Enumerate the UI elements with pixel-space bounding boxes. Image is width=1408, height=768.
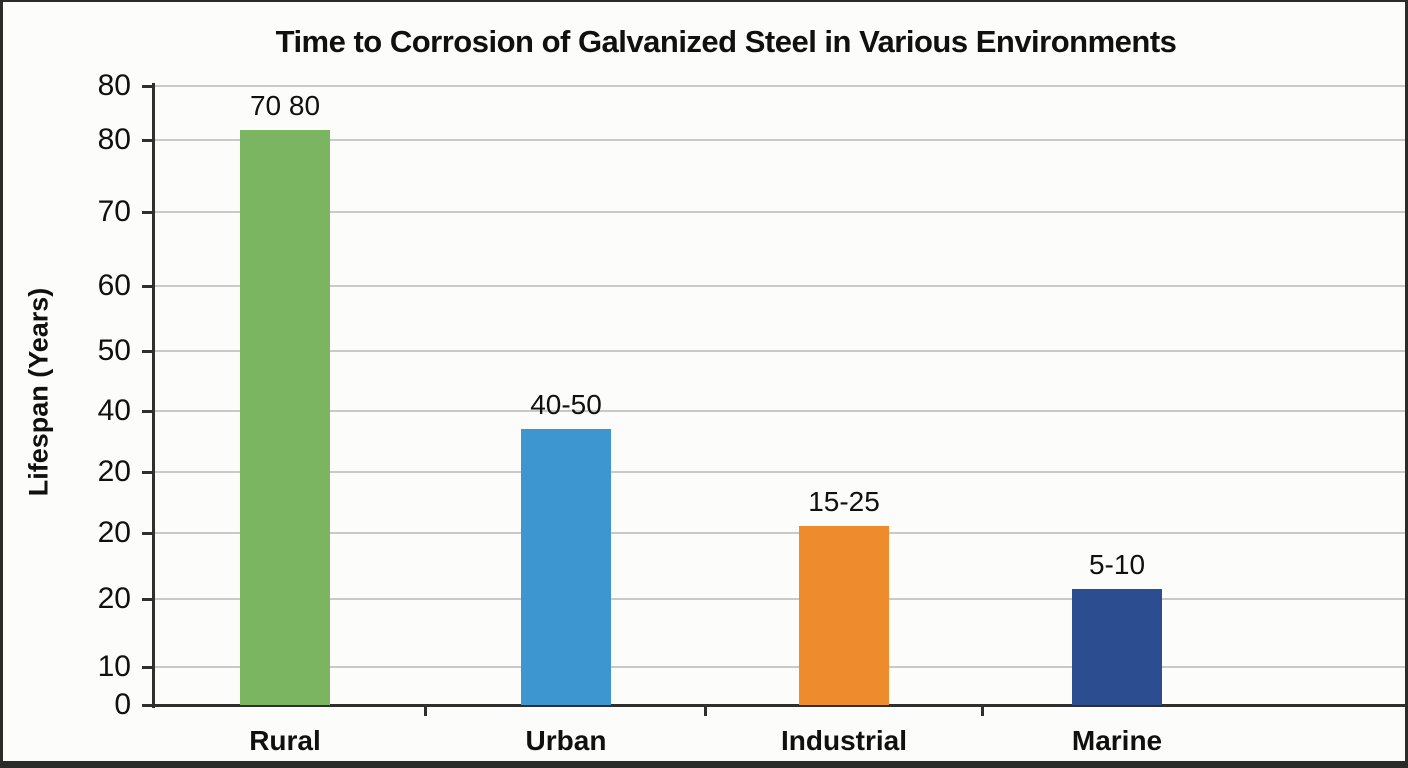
y-tick-mark [142,350,153,353]
chart-title: Time to Corrosion of Galvanized Steel in… [275,24,1177,59]
y-tick-label: 70 [97,195,131,228]
y-tick-mark [142,598,153,601]
y-tick-label: 50 [97,334,131,367]
x-category-label-industrial: Industrial [780,725,907,756]
left-spine [152,83,155,708]
y-tick-mark [142,85,153,88]
gridline [153,211,1405,213]
x-tick-mark [424,707,427,716]
x-tick-mark [981,707,984,716]
bar-rural [240,130,330,705]
y-tick-label: 60 [97,269,131,302]
gridline [153,139,1405,141]
y-tick-mark [142,139,153,142]
bar-urban [521,429,611,705]
bar-value-label-urban: 40-50 [530,389,602,420]
gridline [153,85,1405,87]
bar-value-label-marine: 5-10 [1088,549,1146,580]
gridline [153,410,1405,412]
y-tick-mark [142,704,153,707]
y-tick-label: 40 [97,394,131,427]
x-category-label-marine: Marine [1071,725,1163,756]
x-tick-mark [704,707,707,716]
y-tick-mark [142,471,153,474]
y-tick-label: 80 [97,123,131,156]
gridline [153,532,1405,534]
gridline [153,666,1405,668]
x-category-label-rural: Rural [249,725,321,756]
y-tick-mark [142,666,153,669]
gridline [153,471,1405,473]
y-tick-label: 10 [97,650,131,683]
y-tick-label: 0 [114,688,131,721]
y-tick-label: 20 [97,582,131,615]
y-tick-mark [142,410,153,413]
y-tick-label: 20 [97,516,131,549]
y-tick-mark [142,211,153,214]
x-category-label-urban: Urban [525,725,607,756]
bar-industrial [799,526,889,705]
bar-value-label-rural: 70 80 [249,90,321,121]
y-tick-label: 20 [97,455,131,488]
bar-value-label-industrial: 15-25 [808,486,880,517]
bottom-spine [152,704,1405,707]
y-tick-label: 80 [97,69,131,102]
y-tick-mark [142,285,153,288]
gridline [153,598,1405,600]
gridline [153,350,1405,352]
gridline [153,285,1405,287]
chart-canvas: 80 80 70 60 50 40 20 20 20 10 0 70 80 Rural 40-50 Urba… [3,2,1405,761]
y-tick-mark [142,532,153,535]
bar-marine [1072,589,1162,705]
